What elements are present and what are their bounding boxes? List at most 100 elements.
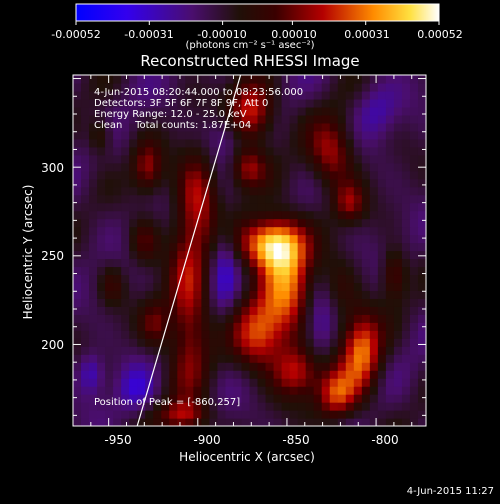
heatmap-cell	[81, 298, 90, 307]
heatmap-cell	[353, 90, 363, 100]
heatmap-cell	[89, 322, 98, 331]
heatmap-cell	[121, 234, 130, 244]
heatmap-cell	[249, 386, 259, 395]
heatmap-cell	[225, 346, 235, 355]
heatmap-cell	[321, 162, 331, 172]
heatmap-cell	[81, 306, 90, 315]
heatmap-cell	[401, 138, 411, 148]
heatmap-cell	[385, 170, 395, 180]
heatmap-cell	[177, 298, 186, 307]
heatmap-cell	[185, 82, 194, 92]
heatmap-cell	[313, 250, 323, 260]
heatmap-cell	[401, 370, 411, 379]
heatmap-cell	[105, 338, 114, 347]
heatmap-cell	[201, 130, 210, 140]
heatmap-cell	[73, 106, 82, 116]
heatmap-cell	[97, 258, 106, 268]
heatmap-cell	[113, 202, 122, 212]
heatmap-cell	[337, 282, 347, 291]
heatmap-cell	[201, 250, 210, 260]
heatmap-cell	[281, 386, 291, 395]
heatmap-cell	[329, 242, 339, 252]
heatmap-cell	[249, 218, 259, 228]
heatmap-cell	[185, 410, 194, 419]
heatmap-cell	[105, 394, 114, 403]
heatmap-cell	[225, 234, 235, 244]
heatmap-cell	[345, 114, 355, 124]
heatmap-cell	[121, 274, 130, 284]
heatmap-cell	[337, 314, 347, 323]
heatmap-cell	[249, 202, 259, 212]
heatmap-cell	[129, 386, 138, 395]
heatmap-cell	[185, 354, 194, 363]
heatmap-cell	[241, 378, 251, 387]
heatmap-cell	[329, 146, 339, 156]
heatmap-cell	[193, 402, 202, 411]
heatmap-cell	[145, 130, 154, 140]
heatmap-cell	[417, 410, 426, 419]
heatmap-cell	[305, 386, 315, 395]
heatmap-cell	[385, 338, 395, 347]
heatmap-cell	[233, 146, 243, 156]
heatmap-cell	[401, 250, 411, 260]
heatmap-cell	[329, 82, 339, 92]
heatmap-cell	[169, 218, 178, 228]
heatmap-cell	[201, 274, 210, 284]
heatmap-cell	[217, 418, 227, 426]
heatmap-cell	[401, 218, 411, 228]
heatmap-cell	[137, 146, 146, 156]
heatmap-cell	[137, 274, 146, 284]
heatmap-cell	[97, 82, 106, 92]
heatmap-cell	[241, 250, 251, 260]
heatmap-cell	[321, 274, 331, 284]
heatmap-cell	[97, 202, 106, 212]
heatmap-cell	[81, 218, 90, 228]
heatmap-cell	[137, 210, 146, 220]
heatmap-cell	[265, 394, 275, 403]
heatmap-cell	[321, 378, 331, 387]
heatmap-cell	[369, 90, 379, 100]
heatmap-cell	[257, 274, 267, 284]
heatmap-cell	[297, 298, 307, 307]
heatmap-cell	[209, 418, 219, 426]
heatmap-cell	[81, 314, 90, 323]
heatmap-cell	[201, 314, 210, 323]
heatmap-cell	[329, 282, 339, 291]
heatmap-cell	[369, 242, 379, 252]
heatmap-cell	[145, 282, 154, 291]
heatmap-cell	[369, 258, 379, 268]
heatmap-cell	[113, 298, 122, 307]
heatmap-cell	[233, 114, 243, 124]
heatmap-cell	[225, 258, 235, 268]
x-axis-label: Heliocentric X (arcsec)	[179, 450, 315, 464]
heatmap-cell	[73, 170, 82, 180]
heatmap-cell	[273, 242, 283, 252]
heatmap-cell	[137, 242, 146, 252]
heatmap-cell	[137, 394, 146, 403]
heatmap-cell	[281, 170, 291, 180]
heatmap-cell	[321, 154, 331, 164]
heatmap-cell	[145, 338, 154, 347]
heatmap-cell	[393, 386, 403, 395]
heatmap-cell	[185, 266, 194, 276]
heatmap-cell	[73, 314, 82, 323]
heatmap-cell	[169, 410, 178, 419]
heatmap-cell	[217, 106, 227, 116]
heatmap-cell	[297, 75, 307, 84]
heatmap-cell	[161, 410, 170, 419]
heatmap-cell	[313, 114, 323, 124]
heatmap-cell	[313, 418, 323, 426]
heatmap-cell	[89, 90, 98, 100]
heatmap-cell	[209, 75, 219, 84]
heatmap-cell	[185, 202, 194, 212]
heatmap-cell	[113, 162, 122, 172]
heatmap-cell	[281, 146, 291, 156]
heatmap-cell	[73, 258, 82, 268]
heatmap-cell	[97, 114, 106, 124]
heatmap-cell	[129, 402, 138, 411]
heatmap-cell	[89, 314, 98, 323]
heatmap-cell	[129, 314, 138, 323]
heatmap-cell	[345, 138, 355, 148]
heatmap-cell	[217, 75, 227, 84]
heatmap-cell	[169, 266, 178, 276]
